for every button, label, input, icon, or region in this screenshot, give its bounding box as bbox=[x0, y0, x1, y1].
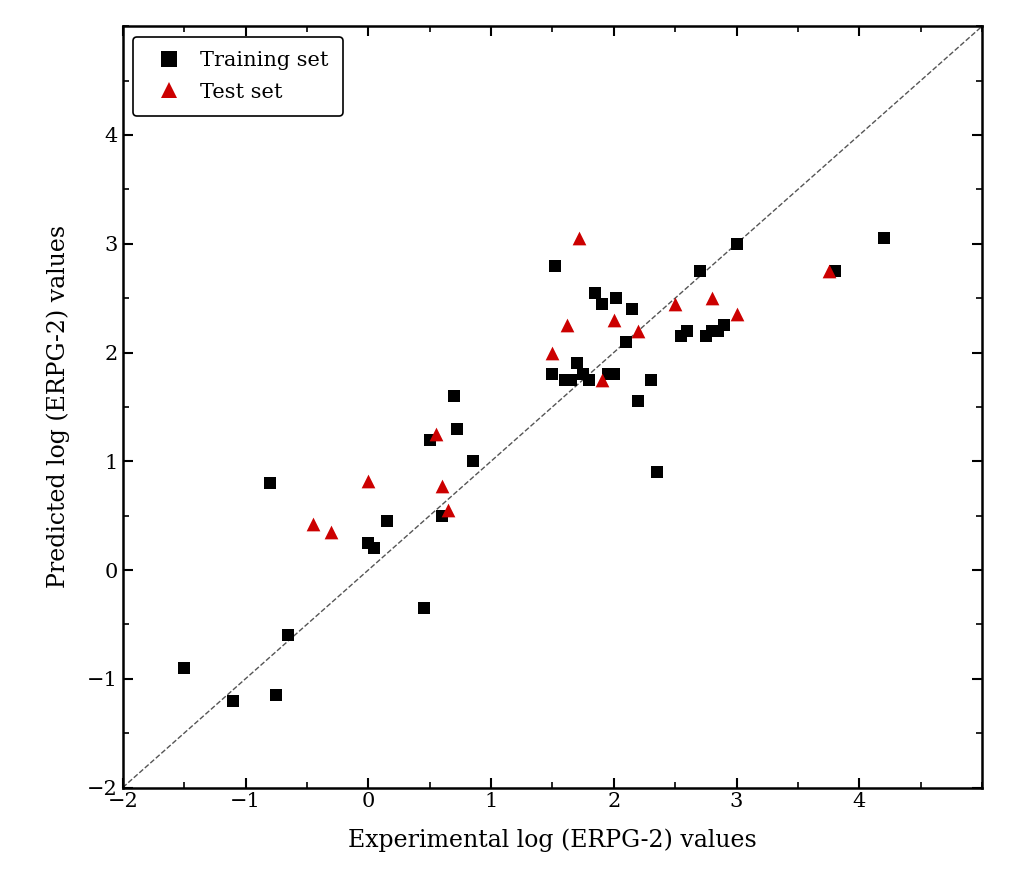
Point bbox=[575, 368, 591, 382]
Point bbox=[593, 297, 610, 311]
Point bbox=[280, 628, 297, 642]
Point bbox=[262, 476, 278, 490]
Point bbox=[876, 231, 892, 245]
Point bbox=[360, 536, 376, 550]
Point bbox=[571, 231, 587, 245]
Point bbox=[557, 373, 573, 387]
Point bbox=[624, 302, 640, 316]
Point bbox=[563, 373, 579, 387]
Point bbox=[649, 466, 665, 480]
Point bbox=[434, 480, 450, 494]
Point bbox=[559, 318, 575, 332]
Point bbox=[544, 346, 561, 360]
Point bbox=[728, 307, 745, 321]
Point bbox=[630, 324, 647, 338]
Point bbox=[587, 285, 604, 299]
Point bbox=[704, 291, 720, 305]
Point bbox=[581, 373, 597, 387]
Point bbox=[421, 432, 438, 446]
Point bbox=[679, 324, 696, 338]
Point bbox=[608, 291, 624, 305]
Point bbox=[379, 514, 395, 528]
Point bbox=[820, 264, 837, 278]
Point bbox=[630, 395, 647, 409]
Point bbox=[569, 356, 585, 370]
Point bbox=[448, 422, 464, 436]
Point bbox=[428, 427, 444, 441]
Point bbox=[618, 334, 634, 348]
Point bbox=[827, 264, 843, 278]
Point bbox=[606, 313, 622, 327]
Point bbox=[225, 694, 241, 708]
Point bbox=[673, 329, 690, 343]
Point bbox=[323, 525, 340, 539]
Point bbox=[698, 329, 714, 343]
Point bbox=[434, 508, 450, 522]
Point bbox=[305, 517, 321, 531]
Point bbox=[366, 542, 383, 556]
Point bbox=[440, 503, 456, 517]
Point bbox=[606, 368, 622, 382]
Point bbox=[464, 454, 481, 468]
Point bbox=[446, 389, 462, 403]
Point bbox=[710, 324, 726, 338]
Point bbox=[546, 258, 563, 272]
Point bbox=[559, 373, 575, 387]
Point bbox=[544, 368, 561, 382]
Point bbox=[176, 661, 192, 675]
Point bbox=[667, 297, 683, 311]
Point bbox=[728, 237, 745, 251]
Point bbox=[415, 601, 432, 615]
Legend: Training set, Test set: Training set, Test set bbox=[133, 37, 343, 116]
Point bbox=[360, 474, 376, 488]
Point bbox=[692, 264, 708, 278]
Point bbox=[268, 688, 284, 702]
X-axis label: Experimental log (ERPG-2) values: Experimental log (ERPG-2) values bbox=[348, 828, 757, 851]
Y-axis label: Predicted log (ERPG-2) values: Predicted log (ERPG-2) values bbox=[47, 225, 71, 588]
Point bbox=[716, 318, 732, 332]
Point bbox=[599, 368, 616, 382]
Point bbox=[704, 324, 720, 338]
Point bbox=[593, 373, 610, 387]
Point bbox=[642, 373, 659, 387]
